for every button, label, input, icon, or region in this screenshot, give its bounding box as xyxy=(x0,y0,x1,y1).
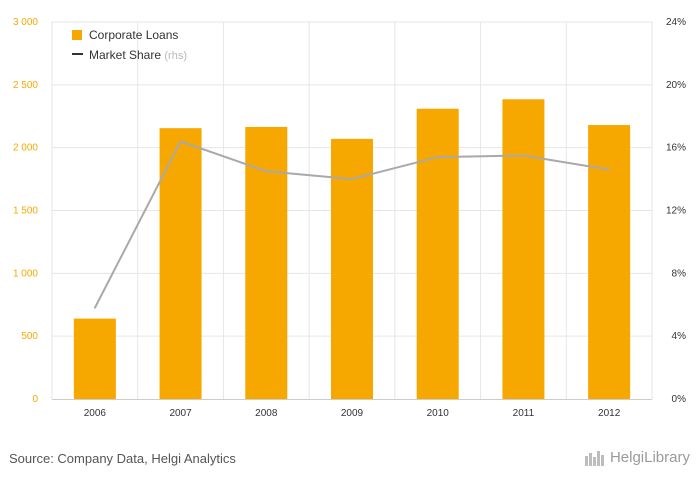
bar xyxy=(588,125,631,400)
legend-label-corporate-loans: Corporate Loans xyxy=(89,28,178,42)
line-point xyxy=(608,168,610,171)
library-icon xyxy=(584,450,604,466)
brand-name: HelgiLibrary xyxy=(609,449,690,466)
brand-logo[interactable]: HelgiLibrary xyxy=(584,449,690,466)
bar xyxy=(416,108,459,400)
bar xyxy=(159,128,202,399)
bar xyxy=(73,318,116,399)
x-tick-label: 2010 xyxy=(427,408,450,419)
bar xyxy=(245,126,288,399)
bar xyxy=(502,99,545,399)
right-tick-label: 8% xyxy=(672,268,687,279)
left-tick-label: 2 500 xyxy=(13,80,38,91)
legend-rhs-note: (rhs) xyxy=(164,50,187,62)
line-point xyxy=(351,178,353,180)
x-tick-label: 2009 xyxy=(341,408,364,419)
left-tick-label: 2 000 xyxy=(13,143,38,154)
left-tick-label: 1 000 xyxy=(13,268,38,279)
line-point xyxy=(436,156,439,158)
line-point xyxy=(265,170,268,173)
line-point xyxy=(179,140,182,143)
left-tick-label: 500 xyxy=(21,331,38,342)
x-tick-label: 2007 xyxy=(169,408,192,419)
right-tick-label: 12% xyxy=(666,206,686,217)
right-tick-label: 0% xyxy=(672,394,687,405)
x-tick-label: 2006 xyxy=(84,408,107,419)
x-tick-label: 2012 xyxy=(598,408,621,419)
line-point xyxy=(94,307,96,309)
left-tick-label: 3 000 xyxy=(13,17,38,28)
legend-label-market-share: Market Share (rhs) xyxy=(89,48,187,62)
bar xyxy=(331,138,373,399)
left-tick-label: 1 500 xyxy=(13,206,38,217)
x-tick-label: 2008 xyxy=(255,408,278,419)
line-point xyxy=(522,154,525,157)
right-tick-label: 24% xyxy=(666,17,686,28)
x-tick-label: 2011 xyxy=(513,408,535,419)
legend-swatch-bar xyxy=(72,30,82,40)
left-tick-label: 0 xyxy=(32,394,38,405)
right-tick-label: 20% xyxy=(666,80,686,91)
right-tick-label: 4% xyxy=(672,331,687,342)
source-note: Source: Company Data, Helgi Analytics xyxy=(9,451,236,466)
right-tick-label: 16% xyxy=(666,143,686,154)
